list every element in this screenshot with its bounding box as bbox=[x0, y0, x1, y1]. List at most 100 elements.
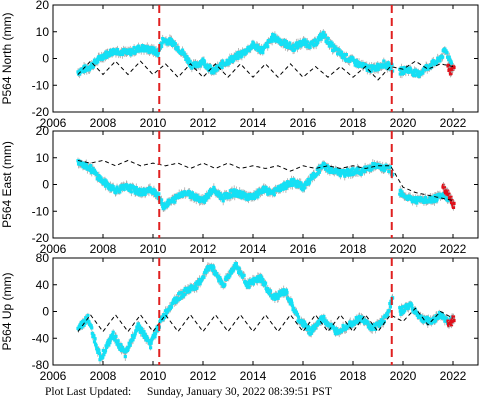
data-point bbox=[179, 194, 183, 199]
data-point bbox=[241, 190, 245, 194]
data-point bbox=[150, 46, 154, 51]
data-point bbox=[299, 318, 303, 322]
observed-points bbox=[76, 159, 455, 211]
data-point bbox=[344, 326, 348, 331]
data-point bbox=[441, 314, 445, 318]
data-point bbox=[233, 56, 237, 61]
data-point bbox=[144, 338, 148, 342]
data-point bbox=[90, 326, 94, 330]
data-point bbox=[173, 42, 177, 46]
data-point bbox=[149, 188, 153, 193]
y-tick-label: 40 bbox=[36, 278, 50, 292]
data-point bbox=[444, 316, 449, 320]
data-point bbox=[234, 194, 238, 198]
data-point bbox=[116, 339, 120, 343]
data-point bbox=[372, 65, 377, 69]
data-point bbox=[147, 190, 151, 194]
data-point bbox=[90, 331, 94, 335]
data-point bbox=[309, 331, 313, 335]
data-point bbox=[218, 64, 222, 68]
data-point bbox=[92, 340, 97, 344]
data-point bbox=[108, 48, 113, 53]
data-point bbox=[261, 277, 265, 282]
data-point bbox=[235, 190, 240, 194]
data-point bbox=[333, 329, 337, 333]
data-point bbox=[191, 193, 196, 197]
y-tick-label: 20 bbox=[36, 124, 50, 138]
data-point bbox=[317, 38, 321, 42]
data-point bbox=[432, 316, 436, 320]
data-point bbox=[441, 55, 445, 59]
data-point bbox=[136, 322, 141, 326]
data-point bbox=[83, 321, 87, 325]
data-point bbox=[321, 30, 325, 34]
data-point bbox=[194, 281, 198, 285]
data-point bbox=[234, 261, 238, 266]
data-point bbox=[313, 326, 317, 330]
data-point bbox=[128, 50, 132, 55]
data-point bbox=[347, 323, 351, 327]
data-point bbox=[388, 165, 392, 169]
data-point bbox=[242, 273, 246, 277]
data-point bbox=[96, 60, 100, 64]
data-point bbox=[409, 68, 413, 72]
data-point bbox=[346, 171, 350, 175]
data-point bbox=[193, 197, 197, 201]
data-point bbox=[271, 296, 275, 300]
data-point bbox=[102, 182, 106, 186]
data-point bbox=[412, 310, 416, 314]
data-point bbox=[285, 42, 289, 47]
data-point bbox=[113, 338, 117, 342]
data-point bbox=[351, 167, 355, 171]
data-point bbox=[155, 325, 159, 329]
data-point bbox=[317, 321, 321, 326]
data-point bbox=[347, 168, 351, 172]
data-point bbox=[240, 54, 244, 58]
data-point bbox=[322, 162, 326, 166]
recent-point bbox=[452, 65, 456, 70]
data-point bbox=[139, 330, 143, 334]
data-point bbox=[111, 333, 115, 337]
data-point bbox=[415, 69, 419, 73]
data-point bbox=[387, 308, 391, 313]
data-point bbox=[398, 72, 402, 76]
data-point bbox=[237, 55, 241, 59]
data-point bbox=[257, 275, 261, 279]
data-point bbox=[417, 74, 421, 79]
data-point bbox=[168, 42, 172, 46]
x-tick-label: 2020 bbox=[390, 116, 417, 130]
data-point bbox=[294, 41, 298, 45]
data-point bbox=[142, 187, 146, 191]
data-point bbox=[355, 64, 359, 68]
data-point bbox=[160, 202, 164, 206]
data-point bbox=[237, 266, 241, 270]
data-point bbox=[409, 195, 413, 199]
data-point bbox=[216, 192, 220, 197]
data-point bbox=[336, 172, 340, 176]
x-tick-label: 2006 bbox=[40, 242, 67, 256]
data-point bbox=[338, 174, 342, 178]
data-point bbox=[366, 320, 370, 324]
data-point bbox=[165, 42, 169, 46]
data-point bbox=[278, 291, 282, 295]
data-point bbox=[114, 191, 118, 195]
data-point bbox=[108, 184, 113, 188]
data-point bbox=[163, 40, 167, 44]
data-point bbox=[171, 43, 175, 48]
data-point bbox=[96, 350, 100, 355]
data-point bbox=[222, 196, 226, 200]
y-tick-label: -20 bbox=[32, 105, 50, 119]
data-point bbox=[280, 185, 284, 189]
data-point bbox=[218, 278, 223, 282]
error-bars bbox=[77, 259, 453, 365]
data-point bbox=[425, 67, 429, 71]
data-point bbox=[83, 69, 87, 74]
data-point bbox=[232, 188, 236, 192]
data-point bbox=[307, 327, 312, 332]
data-point bbox=[180, 48, 185, 52]
data-point bbox=[290, 183, 295, 187]
data-point bbox=[185, 54, 189, 59]
data-point bbox=[80, 161, 84, 166]
data-point bbox=[211, 69, 215, 73]
data-point bbox=[211, 264, 215, 268]
